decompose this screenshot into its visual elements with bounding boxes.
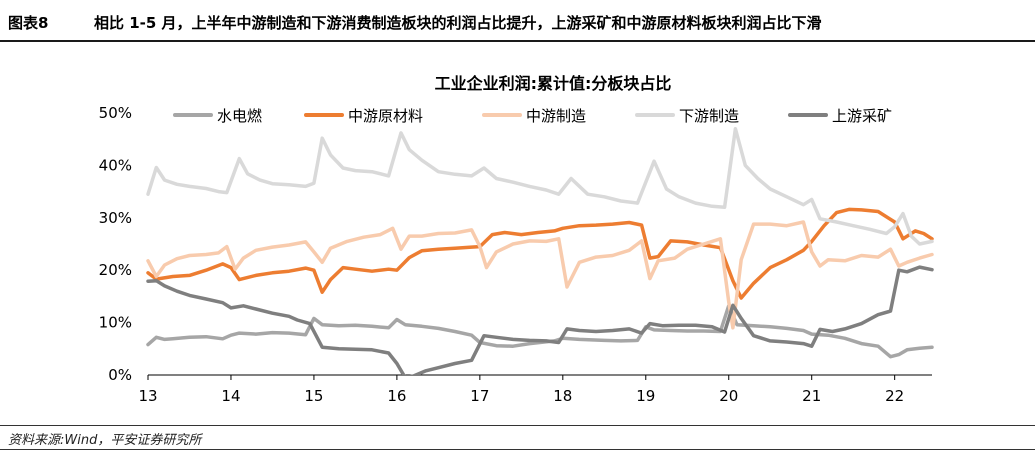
x-tick-label: 21	[802, 387, 821, 405]
y-tick-label: 20%	[99, 261, 132, 279]
y-tick-label: 30%	[99, 209, 132, 227]
x-tick-label: 19	[636, 387, 655, 405]
header-divider	[0, 40, 1035, 42]
x-tick-label: 13	[138, 387, 157, 405]
x-tick-label: 20	[719, 387, 738, 405]
x-tick-label: 16	[387, 387, 406, 405]
x-tick-label: 22	[885, 387, 904, 405]
legend-label-5: 上游采矿	[832, 107, 892, 125]
y-tick-label: 0%	[108, 366, 132, 384]
chart-title: 工业企业利润:累计值:分板块占比	[435, 74, 672, 93]
series-line-3	[146, 220, 934, 330]
x-tick-label: 18	[553, 387, 572, 405]
y-tick-label: 50%	[99, 104, 132, 122]
x-tick-label: 14	[221, 387, 240, 405]
series-line-5	[146, 265, 934, 375]
chart-legend: 水电燃 中游原材料 中游制造 下游制造 上游采矿	[173, 107, 892, 125]
legend-label-4: 下游制造	[679, 107, 739, 125]
series-line-1	[146, 304, 934, 359]
y-tick-label: 10%	[99, 314, 132, 332]
x-tick-label: 15	[304, 387, 323, 405]
y-axis: 0% 10% 20% 30% 40% 50%	[99, 104, 132, 384]
bottom-divider	[0, 449, 1035, 450]
figure-label: 图表8	[8, 14, 49, 32]
series-layer	[146, 126, 934, 375]
figure-title: 相比 1-5 月，上半年中游制造和下游消费制造板块的利润占比提升，上游采矿和中游…	[94, 14, 822, 32]
series-line-4	[146, 126, 934, 246]
y-tick-label: 40%	[99, 156, 132, 174]
legend-label-3: 中游制造	[526, 107, 586, 125]
line-chart: 工业企业利润:累计值:分板块占比 水电燃 中游原材料 中游制造 下游制造 上游采矿 0%…	[99, 74, 934, 405]
series-line-2	[146, 207, 934, 300]
x-tick-label: 17	[470, 387, 489, 405]
report-header: 图表8 相比 1-5 月，上半年中游制造和下游消费制造板块的利润占比提升，上游采…	[0, 0, 1035, 44]
legend-label-1: 水电燃	[217, 107, 262, 125]
source-note: 资料来源:Wind，平安证券研究所	[8, 433, 202, 448]
footer-divider	[0, 425, 1035, 426]
legend-label-2: 中游原材料	[348, 107, 423, 125]
x-axis: 13 14 15 16 17 18 19 20 21 22	[138, 374, 932, 405]
